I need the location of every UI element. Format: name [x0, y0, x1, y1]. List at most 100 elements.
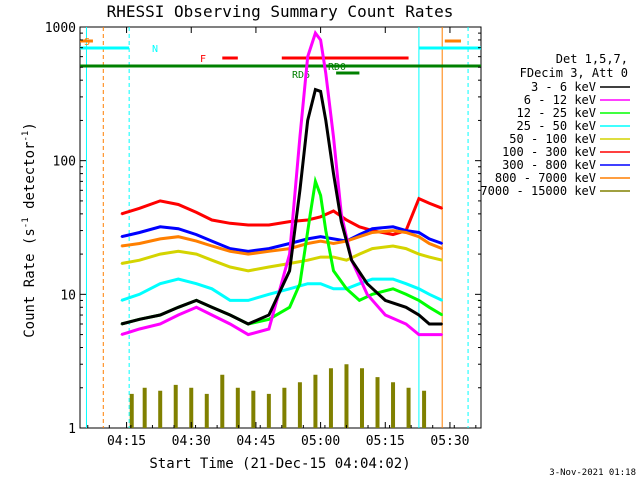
series-point — [309, 213, 312, 215]
series-point — [306, 282, 309, 285]
series-point — [332, 238, 335, 240]
series-point — [159, 226, 161, 228]
series-3-6keV — [120, 87, 443, 326]
series-point — [211, 314, 213, 316]
series-point — [392, 278, 394, 280]
flag-label-n: N — [152, 44, 158, 55]
plot-border — [79, 26, 482, 429]
series-point — [418, 314, 420, 316]
series-point — [358, 253, 361, 255]
series-point — [319, 240, 322, 242]
series-point — [418, 253, 420, 255]
series-point — [418, 235, 420, 238]
series-point — [405, 323, 407, 325]
series-point — [428, 306, 431, 309]
series-point — [268, 328, 270, 330]
series-point — [358, 282, 361, 285]
y-tick-label: 10 — [60, 288, 76, 303]
series-point — [229, 222, 231, 225]
series-point — [371, 293, 374, 296]
flag-label-s: S — [84, 37, 90, 48]
series-point — [120, 299, 123, 302]
series-point — [159, 238, 161, 240]
series-point — [392, 245, 394, 247]
flag-label-f: F — [200, 54, 206, 65]
series-point — [299, 136, 301, 138]
axis-layer: 1 10 100 1000 04:15 04:30 04:45 05:00 05:15 05:30 — [45, 21, 481, 449]
series-point — [120, 213, 123, 215]
series-point — [319, 39, 322, 41]
series-point — [120, 333, 123, 336]
y-axis-label-sup2: -1 — [21, 131, 31, 142]
series-point — [428, 333, 431, 336]
series-point — [138, 293, 141, 296]
series-point — [247, 253, 249, 255]
series-point — [211, 245, 213, 247]
series-point — [345, 288, 348, 290]
series-point — [405, 247, 407, 250]
series-point — [428, 323, 431, 325]
series-point — [428, 242, 431, 245]
footer-date: 3-Nov-2021 01:18 — [549, 468, 636, 478]
series-point — [195, 306, 198, 309]
series-line — [121, 87, 443, 326]
series-point — [159, 282, 161, 285]
series-point — [268, 314, 270, 316]
series-point — [332, 256, 335, 258]
series-point — [441, 207, 443, 210]
series-point — [138, 207, 141, 210]
x-tick-label: 04:30 — [172, 434, 211, 449]
series-point — [314, 88, 317, 91]
legend-entry-label: 800 - 7000 keV — [495, 171, 596, 185]
series-point — [319, 216, 322, 218]
legend-entry-label: 6 - 12 keV — [524, 93, 596, 107]
series-point — [177, 235, 180, 238]
series-point — [195, 233, 198, 236]
series-point — [247, 250, 249, 253]
y-axis-label: Count Rate (s-1 detector-1) — [21, 122, 38, 338]
flag-bars: S N F RD0 RD6 — [80, 37, 481, 81]
series-point — [195, 211, 198, 214]
series-point — [428, 202, 431, 205]
series-point — [177, 306, 180, 309]
series-point — [247, 224, 249, 226]
series-point — [405, 293, 407, 296]
legend-entry-label: 100 - 300 keV — [502, 145, 596, 159]
series-point — [358, 299, 361, 302]
series-point — [138, 328, 141, 330]
series-point — [392, 229, 394, 232]
series-point — [268, 318, 270, 321]
legend-header-decimation: FDecim 3, Att 0 — [520, 66, 628, 80]
series-point — [428, 293, 431, 296]
series-point — [418, 333, 420, 336]
series-point — [195, 282, 198, 285]
series-point — [441, 242, 443, 245]
y-axis-label-end: ) — [22, 122, 38, 130]
series-point — [345, 259, 348, 262]
series-point — [211, 259, 213, 262]
series-point — [195, 253, 198, 255]
series-point — [340, 220, 343, 223]
series-point — [371, 278, 374, 280]
series-point — [306, 259, 309, 262]
series-point — [138, 318, 141, 321]
series-point — [138, 231, 141, 234]
series-point — [211, 219, 213, 221]
series-point — [211, 288, 213, 290]
series-point — [366, 282, 368, 285]
series-point — [392, 288, 394, 290]
series-point — [229, 266, 231, 268]
series-point — [392, 233, 394, 236]
series-800-7000keV — [120, 229, 443, 256]
series-point — [324, 72, 327, 75]
series-point — [288, 253, 291, 255]
series-point — [324, 119, 327, 122]
series-point — [319, 194, 322, 197]
series-point — [268, 250, 270, 253]
legend-entry-label: 3 - 6 keV — [531, 80, 596, 94]
series-point — [358, 235, 361, 238]
series-point — [268, 224, 270, 226]
